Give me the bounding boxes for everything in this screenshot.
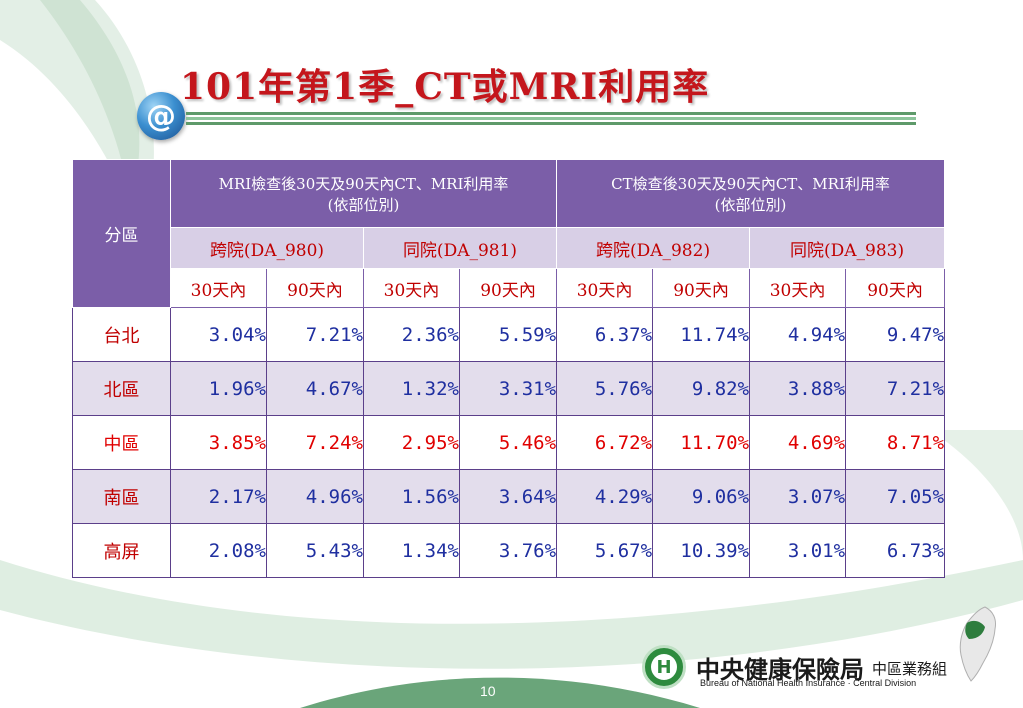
utilization-table: 分區 MRI檢查後30天及90天內CT、MRI利用率 (依部位別) CT檢查後3… [72,159,946,578]
period-header: 30天內 [363,268,460,308]
value-cell: 1.96% [170,361,267,416]
value-cell: 3.07% [749,469,847,524]
value-cell: 1.32% [363,361,460,416]
value-cell: 7.21% [845,361,946,416]
region-cell: 中區 [72,415,171,470]
value-cell: 4.94% [749,307,847,362]
value-cell: 7.24% [266,415,364,470]
sub-header: 跨院(DA_980) [170,227,364,269]
region-cell: 北區 [72,361,171,416]
group-header-line1: MRI檢查後30天及90天內CT、MRI利用率 [218,174,509,193]
value-cell: 5.46% [458,415,558,470]
group-header-mri: MRI檢查後30天及90天內CT、MRI利用率 (依部位別) [169,159,558,228]
group-header-line1: CT檢查後30天及90天內CT、MRI利用率 [611,174,890,193]
value-cell: 5.43% [266,523,364,578]
value-cell: 7.05% [845,469,946,524]
period-header: 90天內 [266,268,364,308]
period-header: 90天內 [652,268,751,308]
title-underline [186,112,916,128]
group-header-line2: (依部位別) [714,195,787,214]
period-header: 30天內 [749,268,847,308]
value-cell: 5.59% [458,307,558,362]
value-cell: 2.17% [170,469,267,524]
region-cell: 南區 [72,469,171,524]
nhi-logo-icon: H [642,645,686,689]
region-cell: 台北 [72,307,171,362]
value-cell: 4.29% [556,469,654,524]
value-cell: 9.06% [652,469,751,524]
period-header: 90天內 [458,268,558,308]
value-cell: 7.21% [266,307,364,362]
value-cell: 11.70% [652,415,751,470]
group-header-ct: CT檢查後30天及90天內CT、MRI利用率 (依部位別) [556,159,946,228]
value-cell: 9.47% [845,307,946,362]
value-cell: 8.71% [845,415,946,470]
org-division: 中區業務組 [872,660,948,678]
value-cell: 3.88% [749,361,847,416]
value-cell: 3.31% [458,361,558,416]
value-cell: 3.76% [458,523,558,578]
table-row: 中區 3.85% 7.24% 2.95% 5.46% 6.72% 11.70% … [72,415,946,470]
value-cell: 1.34% [363,523,460,578]
sub-header: 跨院(DA_982) [556,227,751,269]
sub-header: 同院(DA_981) [362,227,558,269]
page-number: 10 [480,683,496,699]
value-cell: 5.67% [556,523,654,578]
value-cell: 11.74% [652,307,751,362]
period-header: 30天內 [556,268,654,308]
org-name: 中央健康保險局 [696,656,864,684]
value-cell: 3.01% [749,523,847,578]
value-cell: 3.64% [458,469,558,524]
value-cell: 4.96% [266,469,364,524]
region-header: 分區 [72,159,171,308]
value-cell: 1.56% [363,469,460,524]
table-row: 南區 2.17% 4.96% 1.56% 3.64% 4.29% 9.06% 3… [72,469,946,524]
table-row: 高屏 2.08% 5.43% 1.34% 3.76% 5.67% 10.39% … [72,523,946,578]
value-cell: 6.37% [556,307,654,362]
value-cell: 3.85% [170,415,267,470]
value-cell: 2.95% [363,415,460,470]
table-row: 台北 3.04% 7.21% 2.36% 5.59% 6.37% 11.74% … [72,307,946,362]
value-cell: 5.76% [556,361,654,416]
period-header: 30天內 [170,268,267,308]
value-cell: 4.69% [749,415,847,470]
taiwan-map-icon [959,606,996,682]
group-header-line2: (依部位別) [327,195,400,214]
value-cell: 2.36% [363,307,460,362]
page-title: 101年第1季_CT或MRI利用率 [180,66,710,108]
value-cell: 4.67% [266,361,364,416]
value-cell: 2.08% [170,523,267,578]
value-cell: 10.39% [652,523,751,578]
value-cell: 3.04% [170,307,267,362]
at-sign-icon: @ [137,92,185,140]
table-row: 北區 1.96% 4.67% 1.32% 3.31% 5.76% 9.82% 3… [72,361,946,416]
value-cell: 6.73% [845,523,946,578]
value-cell: 9.82% [652,361,751,416]
org-english-name: Bureau of National Health Insurance · Ce… [700,678,917,688]
region-cell: 高屏 [72,523,171,578]
value-cell: 6.72% [556,415,654,470]
period-header: 90天內 [845,268,946,308]
sub-header: 同院(DA_983) [749,227,946,269]
